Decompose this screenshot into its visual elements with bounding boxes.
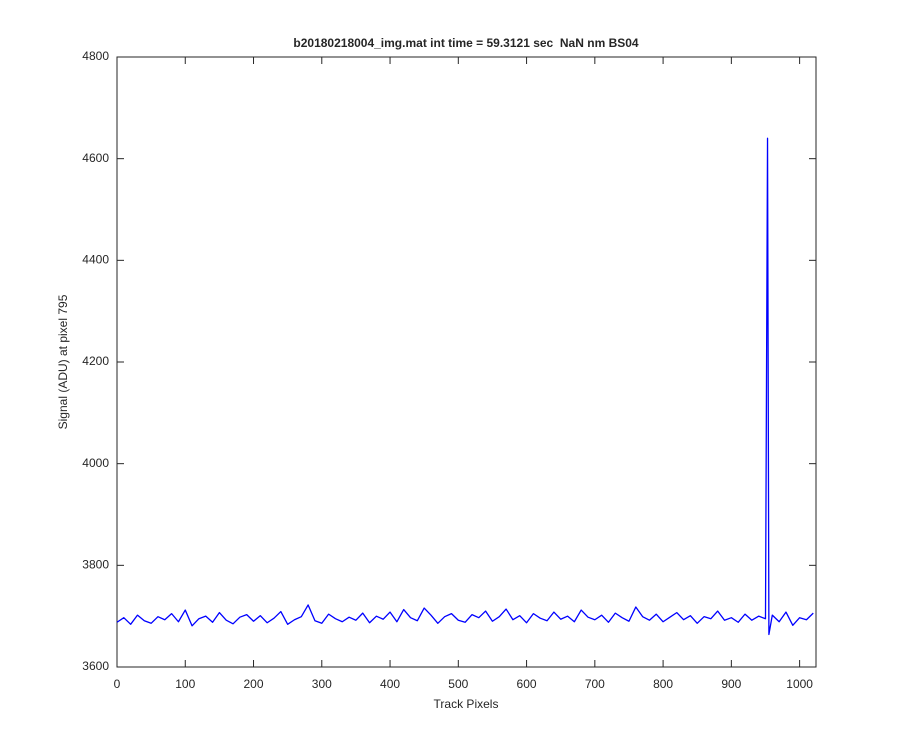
x-tick-label: 100 — [175, 677, 195, 691]
y-axis-label: Signal (ADU) at pixel 795 — [56, 294, 70, 429]
y-tick-label: 4000 — [82, 456, 109, 470]
x-axis-label: Track Pixels — [434, 697, 499, 711]
data-line — [116, 137, 814, 636]
chart-title: b20180218004_img.mat int time = 59.3121 … — [293, 36, 639, 50]
y-tick-label: 4600 — [82, 151, 109, 165]
x-tick-label: 200 — [244, 677, 264, 691]
x-tick-label: 500 — [448, 677, 468, 691]
plot-area — [116, 56, 817, 668]
y-tick-label: 4800 — [82, 49, 109, 63]
y-tick-label: 4200 — [82, 354, 109, 368]
x-tick-label: 300 — [312, 677, 332, 691]
x-tick-label: 600 — [517, 677, 537, 691]
x-tick-label: 400 — [380, 677, 400, 691]
x-tick-label: 800 — [653, 677, 673, 691]
y-tick-label: 4400 — [82, 253, 109, 267]
x-tick-label: 700 — [585, 677, 605, 691]
x-tick-label: 0 — [114, 677, 121, 691]
x-tick-label: 900 — [721, 677, 741, 691]
y-tick-label: 3800 — [82, 558, 109, 572]
x-tick-label: 1000 — [786, 677, 813, 691]
y-tick-label: 3600 — [82, 659, 109, 673]
